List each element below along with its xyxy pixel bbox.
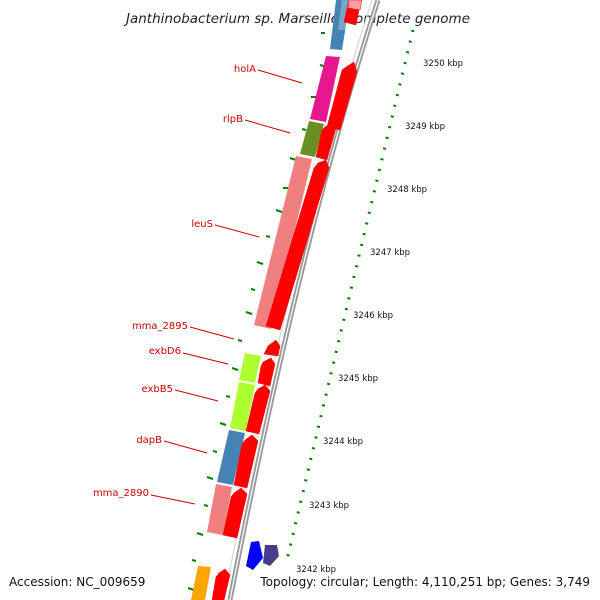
- tick-label-3242: 3242 kbp: [296, 565, 336, 575]
- gene-block-holA[interactable]: [310, 56, 340, 122]
- label-leaders: [150, 69, 303, 505]
- gene-block-dapB[interactable]: [217, 430, 245, 485]
- accession-label: Accession: NC_009659: [9, 575, 145, 589]
- tick-label-3247: 3247 kbp: [370, 248, 410, 258]
- gene-label-dapB[interactable]: dapB: [136, 435, 162, 446]
- tick-label-3249: 3249 kbp: [405, 122, 445, 132]
- gene-label-exbB5[interactable]: exbB5: [142, 384, 173, 395]
- backbone: [223, 0, 381, 600]
- gene-block-exbD6[interactable]: [239, 353, 261, 383]
- reverse-strand-genes: [191, 0, 350, 600]
- tick-label-3250: 3250 kbp: [423, 59, 463, 69]
- forward-strand-genes: [211, 0, 363, 600]
- tick-label-3246: 3246 kbp: [353, 311, 393, 321]
- gene-block-leuS[interactable]: [254, 156, 312, 329]
- gene-block-top-blue: [330, 0, 350, 50]
- gene-block-rlpB[interactable]: [300, 121, 324, 157]
- outer-tick-arc: [285, 29, 415, 561]
- gene-label-exbD6[interactable]: exbD6: [149, 346, 181, 357]
- gene-label-rlpB[interactable]: rlpB: [223, 114, 243, 125]
- gene-label-leuS[interactable]: leuS: [191, 219, 213, 230]
- genome-summary: Topology: circular; Length: 4,110,251 bp…: [259, 575, 590, 589]
- gene-label-mma_2890[interactable]: mma_2890: [93, 488, 149, 499]
- tick-label-3243: 3243 kbp: [309, 501, 349, 511]
- gene-block-mma_2890[interactable]: [207, 484, 232, 535]
- gene-label-mma_2895[interactable]: mma_2895: [132, 321, 188, 332]
- gene-block-exbB5[interactable]: [230, 382, 255, 431]
- small-gene-blocks: [246, 541, 279, 570]
- gene-label-holA[interactable]: holA: [234, 64, 256, 75]
- gene-labels: holA rlpB leuS mma_2895 exbD6 exbB5 dapB…: [93, 64, 256, 499]
- tick-label-3248: 3248 kbp: [387, 185, 427, 195]
- tick-labels: 3250 kbp 3249 kbp 3248 kbp 3247 kbp 3246…: [296, 59, 463, 575]
- inner-tick-arc: [187, 32, 328, 591]
- map-title: Janthinobacterium sp. Marseille, complet…: [123, 11, 470, 27]
- gene-block-bottom-orange: [191, 566, 211, 600]
- tick-label-3244: 3244 kbp: [323, 437, 363, 447]
- tick-label-3245: 3245 kbp: [338, 374, 378, 384]
